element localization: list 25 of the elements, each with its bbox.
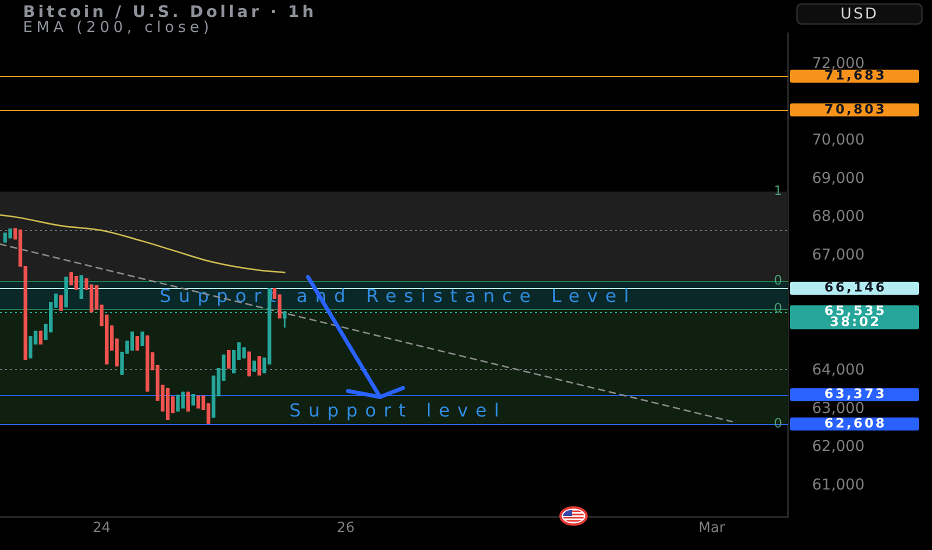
x-tick-label: 24 (92, 520, 111, 536)
candlestick (226, 350, 231, 369)
ref-line-label: 66,146 (824, 280, 887, 296)
ref-line-label: 70,803 (824, 102, 887, 118)
y-tick-label: 68,000 (812, 207, 864, 226)
band-label: Support level (289, 400, 507, 422)
candlestick (257, 356, 262, 376)
y-tick-label: 70,000 (812, 130, 864, 149)
x-tick-label: Mar (698, 520, 726, 536)
candlestick (64, 276, 68, 308)
ref-line-label: 71,683 (824, 68, 887, 84)
y-tick-label: 67,000 (812, 246, 864, 264)
ref-line-label: 65,535 38:02 (824, 304, 887, 330)
y-tick-label: 69,000 (812, 168, 864, 187)
annotation: 1 (774, 184, 782, 200)
candlestick (135, 336, 140, 351)
ref-line-label: 62,608 (824, 416, 887, 432)
candlestick (186, 392, 190, 412)
y-tick-label: 64,000 (812, 360, 864, 379)
y-tick-label: 61,000 (812, 475, 864, 494)
x-tick-label: 26 (336, 520, 355, 536)
y-axis-title: USD (840, 4, 879, 22)
candlestick (59, 295, 63, 311)
y-tick-label: 62,000 (812, 437, 864, 456)
line-series (0, 214, 286, 274)
